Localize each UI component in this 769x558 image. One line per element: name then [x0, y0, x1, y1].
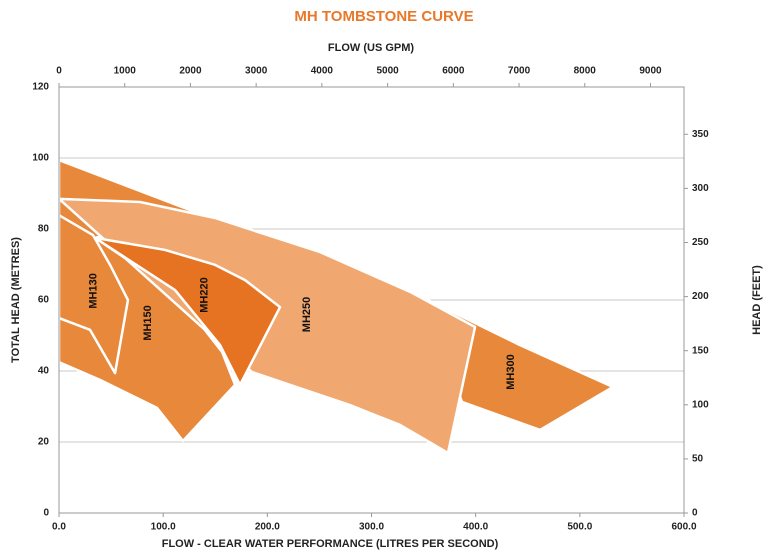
y2-tick-label: 350	[692, 129, 709, 140]
region	[57, 213, 130, 375]
y-tick-label: 40	[38, 366, 50, 377]
x-tick-label: 100.0	[151, 522, 176, 533]
x-axis-label: FLOW - CLEAR WATER PERFORMANCE (LITRES P…	[162, 538, 499, 550]
x2-tick-label: 5000	[376, 66, 399, 77]
x2-tick-label: 6000	[442, 66, 465, 77]
x2-tick-label: 8000	[574, 66, 597, 77]
x2-tick-label: 4000	[311, 66, 334, 77]
x2-tick-label: 1000	[114, 66, 137, 77]
x2-tick-label: 0	[56, 66, 62, 77]
y-tick-label: 100	[32, 153, 49, 164]
y-axis-label: TOTAL HEAD (METRES)	[10, 237, 22, 363]
region-label: MH130	[87, 273, 99, 308]
chart-title: MH TOMBSTONE CURVE	[294, 8, 473, 25]
y-tick-label: 0	[43, 508, 49, 519]
y-tick-label: 60	[38, 295, 50, 306]
y-tick-label: 120	[32, 82, 49, 93]
x-tick-label: 200.0	[255, 522, 280, 533]
x2-tick-label: 9000	[639, 66, 662, 77]
x2-tick-label: 3000	[245, 66, 268, 77]
y2-tick-label: 250	[692, 237, 709, 248]
y-tick-label: 20	[38, 437, 50, 448]
x2-tick-label: 7000	[508, 66, 531, 77]
x2-tick-label: 2000	[179, 66, 202, 77]
region-label: MH250	[301, 297, 313, 332]
region-label: MH150	[142, 305, 154, 340]
x-tick-label: 0.0	[52, 522, 66, 533]
y-tick-label: 80	[38, 224, 50, 235]
x2-axis-label: FLOW (US GPM)	[328, 42, 414, 54]
y2-tick-label: 100	[692, 399, 709, 410]
y2-axis-label: HEAD (FEET)	[751, 265, 763, 335]
x-tick-label: 300.0	[359, 522, 384, 533]
x-tick-label: 600.0	[671, 522, 696, 533]
y2-tick-label: 300	[692, 183, 709, 194]
plot-border	[58, 86, 685, 514]
x-tick-label: 500.0	[567, 522, 592, 533]
region-label: MH300	[505, 354, 517, 389]
region-label: MH220	[198, 277, 210, 312]
x-tick-label: 400.0	[463, 522, 488, 533]
y2-tick-label: 200	[692, 291, 709, 302]
y2-tick-label: 150	[692, 345, 709, 356]
region	[93, 236, 282, 387]
y2-tick-label: 50	[692, 454, 704, 465]
y2-tick-label: 0	[692, 508, 698, 519]
